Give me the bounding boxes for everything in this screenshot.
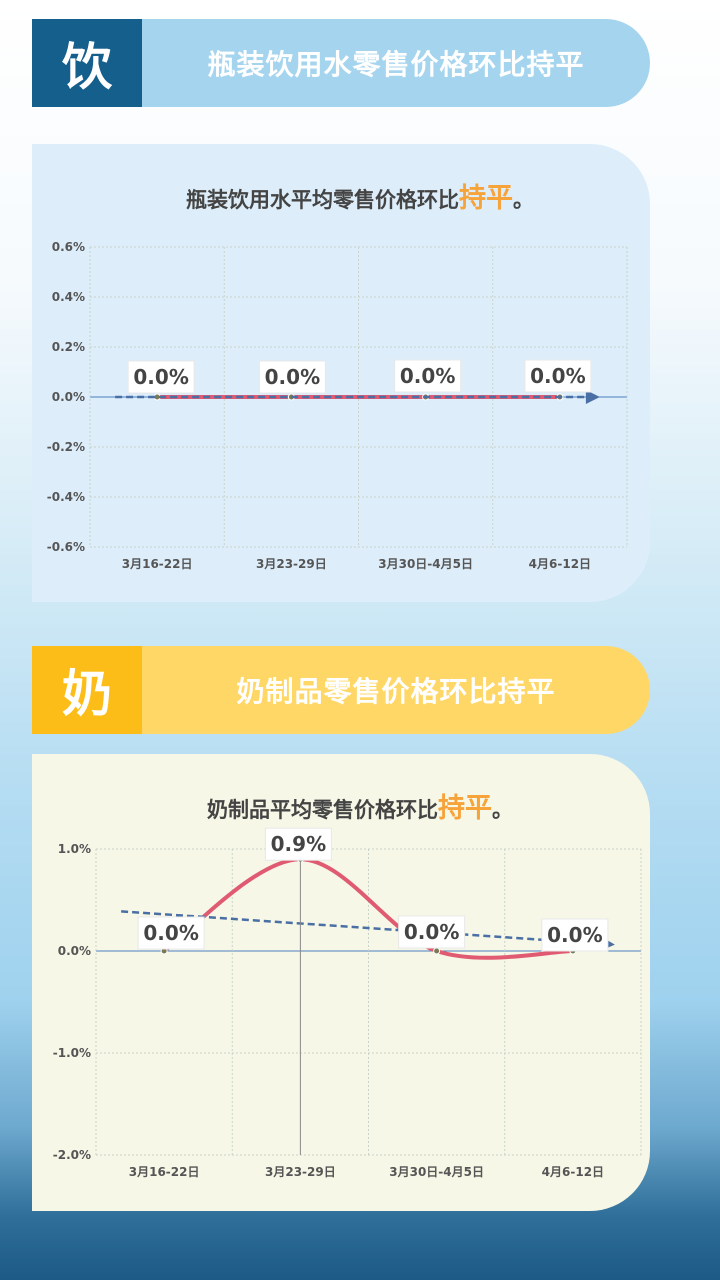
y-tick-label: 1.0% xyxy=(58,842,91,856)
data-label: 0.0% xyxy=(404,920,459,944)
section-badge: 饮 xyxy=(32,19,142,107)
section-title: 奶制品零售价格环比持平 xyxy=(236,675,556,708)
series-line xyxy=(162,857,573,960)
milk-section-header: 奶 奶制品零售价格环比持平 xyxy=(32,646,650,734)
data-label: 0.0% xyxy=(265,365,320,389)
x-tick-label: 4月6-12日 xyxy=(529,557,591,571)
data-label: 0.0% xyxy=(400,364,455,388)
data-label: 0.0% xyxy=(547,923,602,947)
header-banner xyxy=(92,19,650,107)
chart-title-text: 瓶装饮用水平均零售价格环比 xyxy=(186,188,459,212)
chart-title-highlight: 持平 xyxy=(459,183,513,214)
data-label-box xyxy=(398,915,466,949)
data-label: 0.0% xyxy=(143,921,198,945)
y-tick-label: 0.0% xyxy=(52,390,85,404)
data-label-box xyxy=(264,827,332,861)
x-tick-label: 3月23-29日 xyxy=(265,1165,336,1179)
x-tick-label: 3月30日-4月5日 xyxy=(389,1165,484,1179)
chart-title-suffix: 。 xyxy=(492,798,513,822)
y-tick-label: 0.4% xyxy=(52,290,85,304)
data-point xyxy=(433,947,441,955)
y-tick-label: -0.2% xyxy=(47,440,85,454)
data-label: 0.0% xyxy=(133,365,188,389)
data-label-box xyxy=(541,918,609,952)
x-tick-label: 3月30日-4月5日 xyxy=(378,557,473,571)
chart-title: 瓶装饮用水平均零售价格环比持平。 xyxy=(0,176,720,215)
section-badge: 奶 xyxy=(32,646,142,734)
data-label: 0.9% xyxy=(271,832,326,856)
milk-chart-panel xyxy=(32,754,650,1211)
y-tick-label: 0.6% xyxy=(52,240,85,254)
data-label-box xyxy=(394,359,462,393)
header-banner xyxy=(92,646,650,734)
x-tick-label: 3月16-22日 xyxy=(129,1165,200,1179)
water-section-header: 饮 瓶装饮用水零售价格环比持平 xyxy=(32,19,650,107)
y-tick-label: -0.4% xyxy=(47,490,85,504)
x-tick-label: 3月16-22日 xyxy=(122,557,193,571)
section-title: 瓶装饮用水零售价格环比持平 xyxy=(207,48,585,81)
data-label-box xyxy=(258,360,326,394)
y-tick-label: -2.0% xyxy=(53,1148,91,1162)
chart-title-text: 奶制品平均零售价格环比 xyxy=(207,798,438,822)
data-label-box xyxy=(127,360,195,394)
x-tick-label: 4月6-12日 xyxy=(542,1165,604,1179)
x-tick-label: 3月23-29日 xyxy=(256,557,327,571)
y-tick-label: -1.0% xyxy=(53,1046,91,1060)
data-label: 0.0% xyxy=(530,364,585,388)
y-tick-label: 0.0% xyxy=(58,944,91,958)
data-label-box xyxy=(137,916,205,950)
chart-title-highlight: 持平 xyxy=(438,793,492,824)
chart-title: 奶制品平均零售价格环比持平。 xyxy=(0,786,720,825)
trendline-arrow xyxy=(585,390,600,404)
y-tick-label: 0.2% xyxy=(52,340,85,354)
y-tick-label: -0.6% xyxy=(47,540,85,554)
data-label-box xyxy=(524,359,592,393)
chart-title-suffix: 。 xyxy=(513,188,534,212)
